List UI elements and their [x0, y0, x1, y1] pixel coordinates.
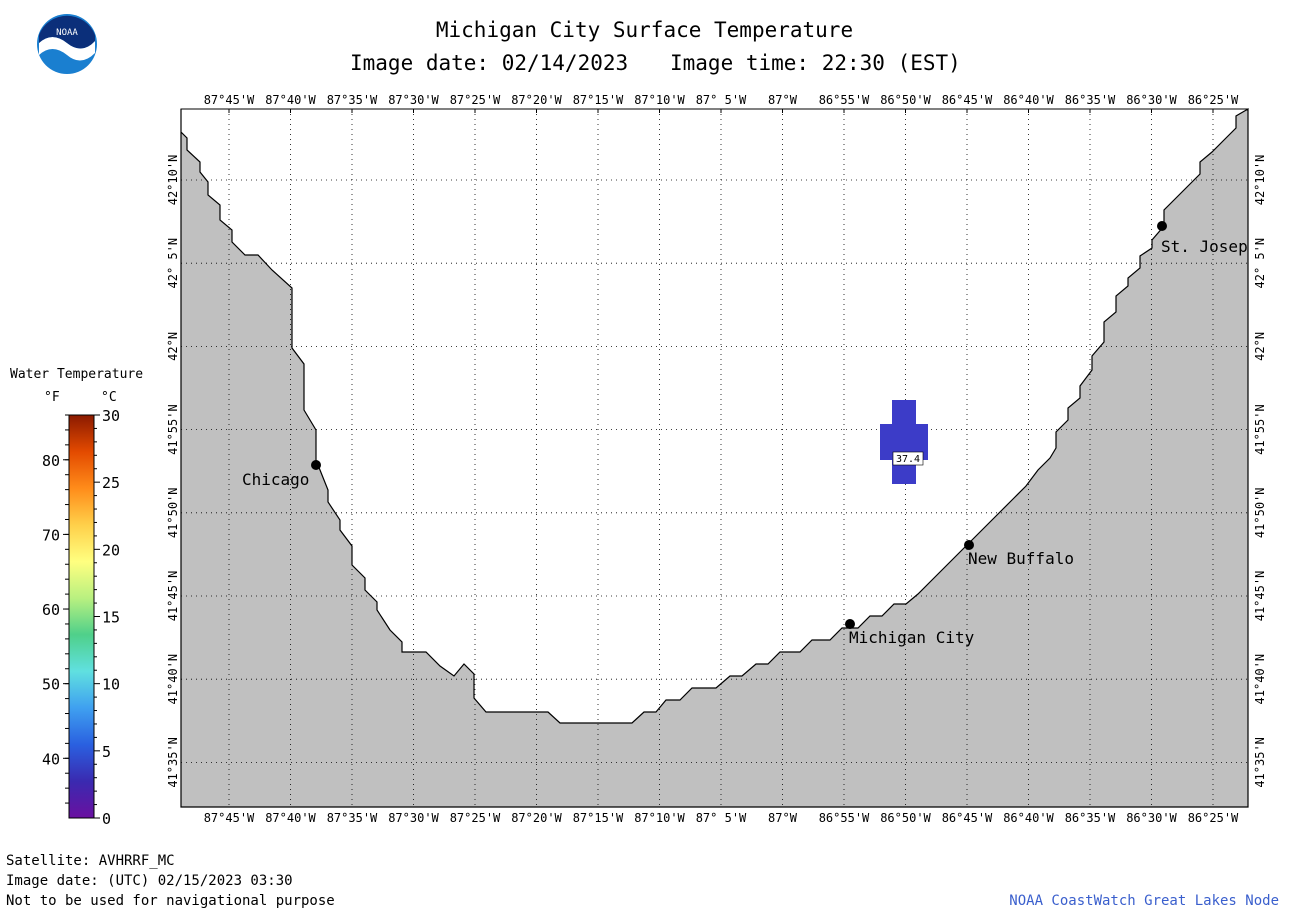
- patch-value-label: 37.4: [896, 454, 920, 465]
- lon-label-top: 87°45'W: [204, 93, 255, 107]
- legend-c-tick: 0: [102, 810, 111, 828]
- lon-label-bottom: 87°20'W: [511, 811, 562, 825]
- lon-label-bottom: 87°10'W: [634, 811, 685, 825]
- lon-label-bottom: 87°45'W: [204, 811, 255, 825]
- lon-label-top: 87°15'W: [573, 93, 624, 107]
- lon-label-bottom: 86°55'W: [819, 811, 870, 825]
- lon-label-top: 87°20'W: [511, 93, 562, 107]
- lat-label-left: 41°40'N: [166, 654, 180, 705]
- city-marker: [845, 619, 855, 629]
- legend-title: Water Temperature: [10, 367, 143, 382]
- legend-c-tick: 10: [102, 676, 120, 694]
- legend-f-tick: 80: [42, 452, 60, 470]
- city-marker: [964, 540, 974, 550]
- patch-value-box: [892, 451, 924, 466]
- lat-label-left: 41°45'N: [166, 571, 180, 622]
- city-chicago: Chicago: [242, 460, 321, 489]
- noaa-logo: NOAA: [37, 14, 97, 74]
- legend-f-tick: 50: [42, 676, 60, 694]
- lon-label-top: 86°30'W: [1126, 93, 1177, 107]
- lat-label-right: 41°40'N: [1253, 654, 1267, 705]
- noaa-logo-text: NOAA: [56, 28, 78, 38]
- lon-label-bottom: 86°30'W: [1126, 811, 1177, 825]
- lon-label-bottom: 86°50'W: [880, 811, 931, 825]
- city-label: Chicago: [242, 470, 309, 489]
- lat-label-right: 42°N: [1253, 332, 1267, 361]
- lat-label-left: 41°50'N: [166, 488, 180, 539]
- map-frame: [180, 108, 1249, 808]
- lon-label-bottom: 86°40'W: [1003, 811, 1054, 825]
- lon-label-bottom: 87°30'W: [388, 811, 439, 825]
- lat-label-right: 42° 5'N: [1253, 238, 1267, 289]
- lon-label-top: 87°40'W: [265, 93, 316, 107]
- lat-label-left: 42°N: [166, 332, 180, 361]
- temperature-patch: 37.4: [880, 400, 928, 484]
- lat-label-right: 42°10'N: [1253, 155, 1267, 206]
- credit-link[interactable]: NOAA CoastWatch Great Lakes Node: [1009, 893, 1279, 909]
- lon-label-bottom: 87° 5'W: [696, 811, 747, 825]
- lat-label-left: 41°35'N: [166, 737, 180, 788]
- lon-label-top: 86°35'W: [1065, 93, 1116, 107]
- lat-label-right: 41°45'N: [1253, 571, 1267, 622]
- image-time: Image time: 22:30 (EST): [670, 51, 961, 75]
- city-st-joseph: St. Josep: [1157, 221, 1248, 256]
- lat-label-right: 41°35'N: [1253, 737, 1267, 788]
- legend-f-tick: 70: [42, 526, 60, 544]
- legend-f-tick: 40: [42, 750, 60, 768]
- lon-label-bottom: 87°25'W: [450, 811, 501, 825]
- lon-label-bottom: 87°W: [768, 811, 798, 825]
- lon-label-top: 87°25'W: [450, 93, 501, 107]
- lon-label-top: 86°45'W: [942, 93, 993, 107]
- lat-label-right: 41°55'N: [1253, 404, 1267, 455]
- lon-label-bottom: 87°40'W: [265, 811, 316, 825]
- lon-label-top: 87°10'W: [634, 93, 685, 107]
- utc-date-label: Image date: (UTC) 02/15/2023 03:30: [6, 873, 293, 889]
- city-new-buffalo: New Buffalo: [964, 540, 1074, 568]
- city-marker: [311, 460, 321, 470]
- lon-label-top: 87°30'W: [388, 93, 439, 107]
- lat-label-right: 41°50'N: [1253, 488, 1267, 539]
- satellite-label: Satellite: AVHRRF_MC: [6, 853, 175, 869]
- image-date: Image date: 02/14/2023: [350, 51, 629, 75]
- lon-label-top: 87°35'W: [327, 93, 378, 107]
- city-label: New Buffalo: [968, 549, 1074, 568]
- lon-label-bottom: 87°15'W: [573, 811, 624, 825]
- legend-unit-f: °F: [44, 390, 60, 405]
- lat-label-left: 41°55'N: [166, 404, 180, 455]
- lon-label-top: 86°25'W: [1188, 93, 1239, 107]
- lon-label-bottom: 86°45'W: [942, 811, 993, 825]
- legend-c-tick: 15: [102, 609, 120, 627]
- water-temperature-legend: Water Temperature °F °C 3025201510508070…: [10, 367, 143, 828]
- city-label: St. Josep: [1161, 237, 1248, 256]
- legend-c-tick: 5: [102, 743, 111, 761]
- lat-label-left: 42°10'N: [166, 155, 180, 206]
- city-marker: [1157, 221, 1167, 231]
- legend-c-tick: 30: [102, 407, 120, 425]
- legend-c-tick: 25: [102, 474, 120, 492]
- land-west: [180, 107, 1249, 808]
- lon-label-top: 86°50'W: [880, 93, 931, 107]
- lon-label-top: 87° 5'W: [696, 93, 747, 107]
- lon-label-top: 87°W: [768, 93, 798, 107]
- lon-label-top: 86°55'W: [819, 93, 870, 107]
- legend-c-tick: 20: [102, 541, 120, 559]
- city-label: Michigan City: [849, 628, 975, 647]
- lat-label-left: 42° 5'N: [166, 238, 180, 289]
- page-title: Michigan City Surface Temperature: [435, 18, 854, 42]
- city-michigan-city: Michigan City: [845, 619, 975, 647]
- lon-label-bottom: 86°35'W: [1065, 811, 1116, 825]
- lon-label-bottom: 86°25'W: [1188, 811, 1239, 825]
- legend-unit-c: °C: [101, 390, 117, 405]
- lon-label-top: 86°40'W: [1003, 93, 1054, 107]
- legend-f-tick: 60: [42, 601, 60, 619]
- lon-label-bottom: 87°35'W: [327, 811, 378, 825]
- disclaimer: Not to be used for navigational purpose: [6, 893, 335, 909]
